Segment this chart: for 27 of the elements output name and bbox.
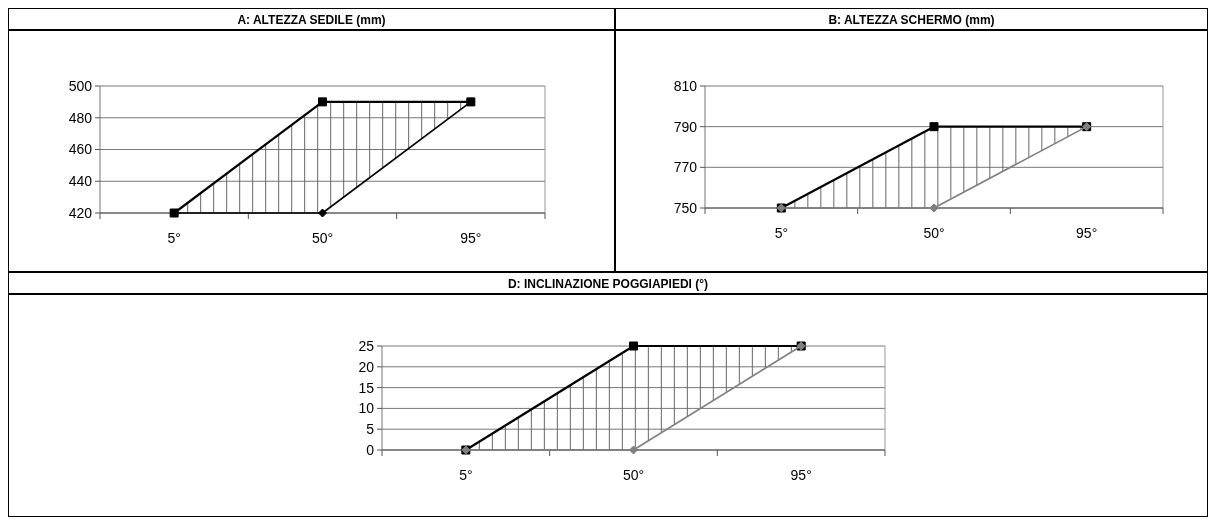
y-tick-label: 5 [366, 421, 375, 438]
x-tick-label: 50° [311, 230, 334, 246]
y-tick-label: 10 [358, 400, 375, 417]
y-tick-label: 500 [68, 77, 93, 94]
y-tick-label: 420 [68, 204, 93, 221]
y-tick-label: 460 [68, 141, 93, 158]
x-tick-label: 95° [1076, 225, 1098, 241]
y-tick-label: 20 [358, 358, 375, 375]
y-tick-label: 750 [673, 199, 698, 216]
x-tick-label: 5° [774, 225, 789, 241]
y-tick-label: 25 [358, 337, 375, 354]
chart-title: B: ALTEZZA SCHERMO (mm) [828, 13, 995, 27]
x-tick-label: 50° [923, 225, 945, 241]
y-tick-label: 810 [673, 77, 698, 94]
y-tick-label: 790 [673, 118, 698, 135]
y-tick-label: 440 [68, 173, 93, 190]
x-tick-label: 5° [167, 230, 181, 246]
chart-title: D: INCLINAZIONE POGGIAPIEDI (°) [507, 277, 709, 291]
y-tick-label: 0 [366, 441, 375, 458]
chart-title: A: ALTEZZA SEDILE (mm) [237, 13, 386, 27]
x-tick-label: 95° [460, 230, 482, 246]
y-tick-label: 480 [68, 109, 93, 126]
y-tick-label: 15 [358, 379, 375, 396]
x-tick-label: 5° [459, 467, 473, 483]
x-tick-label: 50° [622, 467, 645, 483]
x-tick-label: 95° [790, 467, 812, 483]
y-tick-label: 770 [673, 159, 698, 176]
